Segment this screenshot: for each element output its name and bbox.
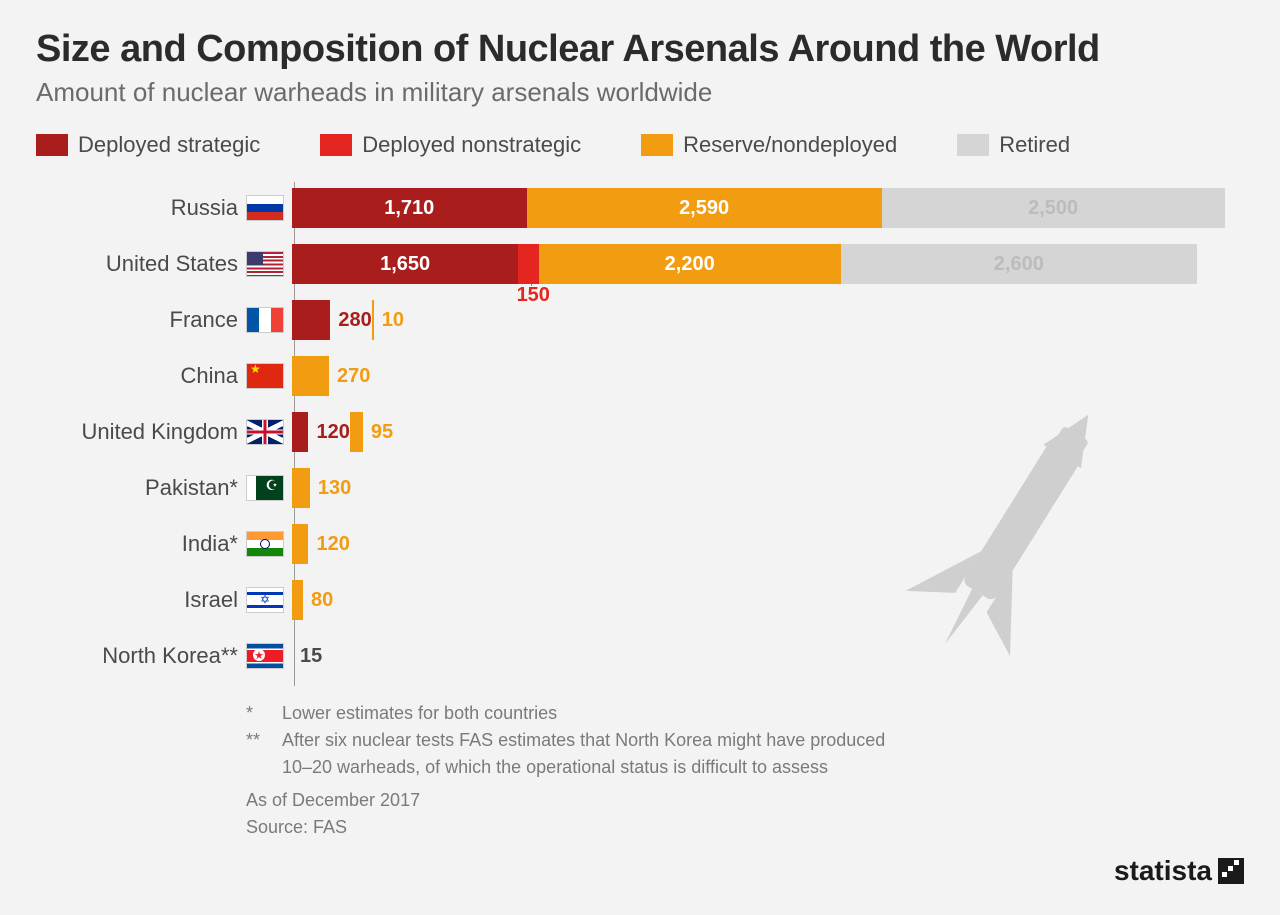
country-row: Russia 1,7102,5902,500 bbox=[36, 182, 1244, 234]
bar-segment bbox=[292, 412, 308, 452]
legend-label: Reserve/nondeployed bbox=[683, 132, 897, 158]
bar-segment bbox=[372, 300, 374, 340]
value-label: 10 bbox=[382, 309, 404, 332]
value-label: 95 bbox=[371, 421, 393, 444]
value-label: 80 bbox=[311, 589, 333, 612]
country-label: North Korea** bbox=[36, 643, 246, 669]
footnote-asof: As of December 2017 bbox=[246, 787, 1244, 814]
bar-segment: 1,650 bbox=[292, 244, 518, 284]
country-label: Russia bbox=[36, 195, 246, 221]
country-label: Pakistan* bbox=[36, 475, 246, 501]
value-label: 130 bbox=[318, 477, 351, 500]
bar-segment: 2,590 bbox=[527, 188, 882, 228]
il-flag-icon bbox=[246, 587, 284, 613]
bar-segment bbox=[292, 524, 308, 564]
bar-segment: 2,600 bbox=[841, 244, 1198, 284]
value-label: 270 bbox=[337, 365, 370, 388]
cn-flag-icon bbox=[246, 363, 284, 389]
legend-label: Retired bbox=[999, 132, 1070, 158]
bar-segment: 2,500 bbox=[882, 188, 1225, 228]
bar-segment bbox=[292, 468, 310, 508]
chart-subtitle: Amount of nuclear warheads in military a… bbox=[36, 77, 1244, 108]
legend-item: Reserve/nondeployed bbox=[641, 132, 897, 158]
legend-swatch bbox=[320, 134, 352, 156]
value-label: 120 bbox=[316, 533, 349, 556]
us-flag-icon bbox=[246, 251, 284, 277]
value-label: 15 bbox=[300, 645, 322, 668]
bar-segment: 1,710 bbox=[292, 188, 527, 228]
fr-flag-icon bbox=[246, 307, 284, 333]
brand-logo: statista bbox=[1114, 855, 1244, 887]
bar-group: 120 bbox=[292, 524, 350, 564]
footnote-source: Source: FAS bbox=[246, 814, 1244, 841]
legend-item: Deployed nonstrategic bbox=[320, 132, 581, 158]
legend-swatch bbox=[641, 134, 673, 156]
ru-flag-icon bbox=[246, 195, 284, 221]
pk-flag-icon bbox=[246, 475, 284, 501]
footnote-2b: 10–20 warheads, of which the operational… bbox=[282, 754, 828, 781]
uk-flag-icon bbox=[246, 419, 284, 445]
footnotes: *Lower estimates for both countries **Af… bbox=[246, 700, 1244, 841]
bar-group: 120 95 bbox=[292, 412, 393, 452]
country-label: China bbox=[36, 363, 246, 389]
bar-segment bbox=[292, 356, 329, 396]
country-row: France 280 10 bbox=[36, 294, 1244, 346]
country-label: France bbox=[36, 307, 246, 333]
bar-segment: 2,200 bbox=[539, 244, 841, 284]
kp-flag-icon bbox=[246, 643, 284, 669]
legend-swatch bbox=[957, 134, 989, 156]
bar-group: 270 bbox=[292, 356, 370, 396]
bar-group: 1,7102,5902,500 bbox=[292, 188, 1225, 228]
country-label: Israel bbox=[36, 587, 246, 613]
bar-segment bbox=[350, 412, 363, 452]
bar-segment bbox=[292, 580, 303, 620]
legend-swatch bbox=[36, 134, 68, 156]
in-flag-icon bbox=[246, 531, 284, 557]
chart-title: Size and Composition of Nuclear Arsenals… bbox=[36, 28, 1244, 71]
footnote-1: Lower estimates for both countries bbox=[282, 700, 557, 727]
value-label: 280 bbox=[338, 309, 371, 332]
legend-item: Deployed strategic bbox=[36, 132, 260, 158]
value-label: 120 bbox=[316, 421, 349, 444]
bar-segment bbox=[292, 300, 330, 340]
bar-group: 130 bbox=[292, 468, 351, 508]
bar-group: 15 bbox=[292, 636, 322, 676]
missile-icon bbox=[880, 380, 1140, 700]
bar-group: 280 10 bbox=[292, 300, 404, 340]
footnote-2a: After six nuclear tests FAS estimates th… bbox=[282, 727, 885, 754]
bar-group: 80 bbox=[292, 580, 333, 620]
legend-label: Deployed nonstrategic bbox=[362, 132, 581, 158]
country-label: India* bbox=[36, 531, 246, 557]
country-label: United Kingdom bbox=[36, 419, 246, 445]
legend: Deployed strategic Deployed nonstrategic R… bbox=[36, 132, 1244, 158]
legend-label: Deployed strategic bbox=[78, 132, 260, 158]
bar-group: 1,650 2,2002,600 bbox=[292, 244, 1197, 284]
brand-icon bbox=[1218, 858, 1244, 884]
country-row: United States1501,6502,2002,600 bbox=[36, 238, 1244, 290]
legend-item: Retired bbox=[957, 132, 1070, 158]
bar-segment bbox=[518, 244, 539, 284]
country-label: United States bbox=[36, 251, 246, 277]
